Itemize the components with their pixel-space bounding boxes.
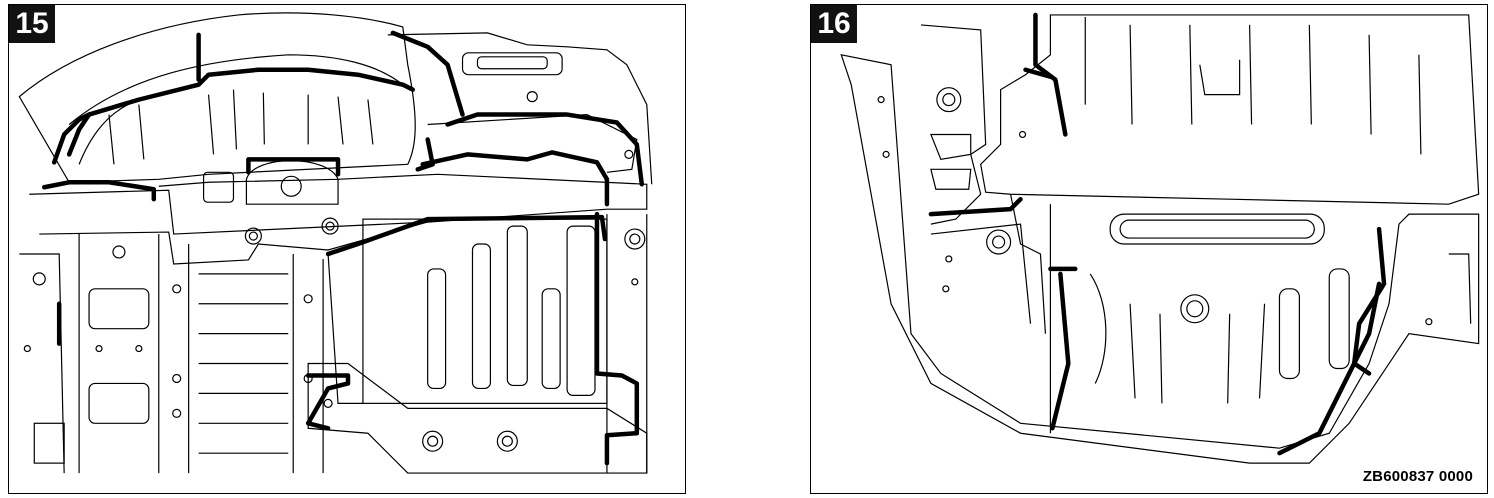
figure-number-badge: 15 xyxy=(9,5,55,43)
tank-lower-pan xyxy=(840,54,1480,464)
wheel-arch-inner xyxy=(68,54,404,125)
underbody-drawing-15 xyxy=(18,12,653,474)
fuel-tank-top xyxy=(980,14,1480,205)
figure-15-panel: 15 xyxy=(8,4,686,494)
wheel-arch-outline xyxy=(18,12,416,183)
underbody-drawing-16 xyxy=(840,12,1480,464)
crossmember xyxy=(29,173,648,235)
figure-reference-code: ZB600837 0000 xyxy=(1362,468,1473,485)
figure-16-panel: 16 ZB xyxy=(810,4,1488,494)
seam-lines-15 xyxy=(41,30,645,466)
seam-lines-16 xyxy=(928,12,1387,456)
figure-number-badge: 16 xyxy=(811,5,857,43)
